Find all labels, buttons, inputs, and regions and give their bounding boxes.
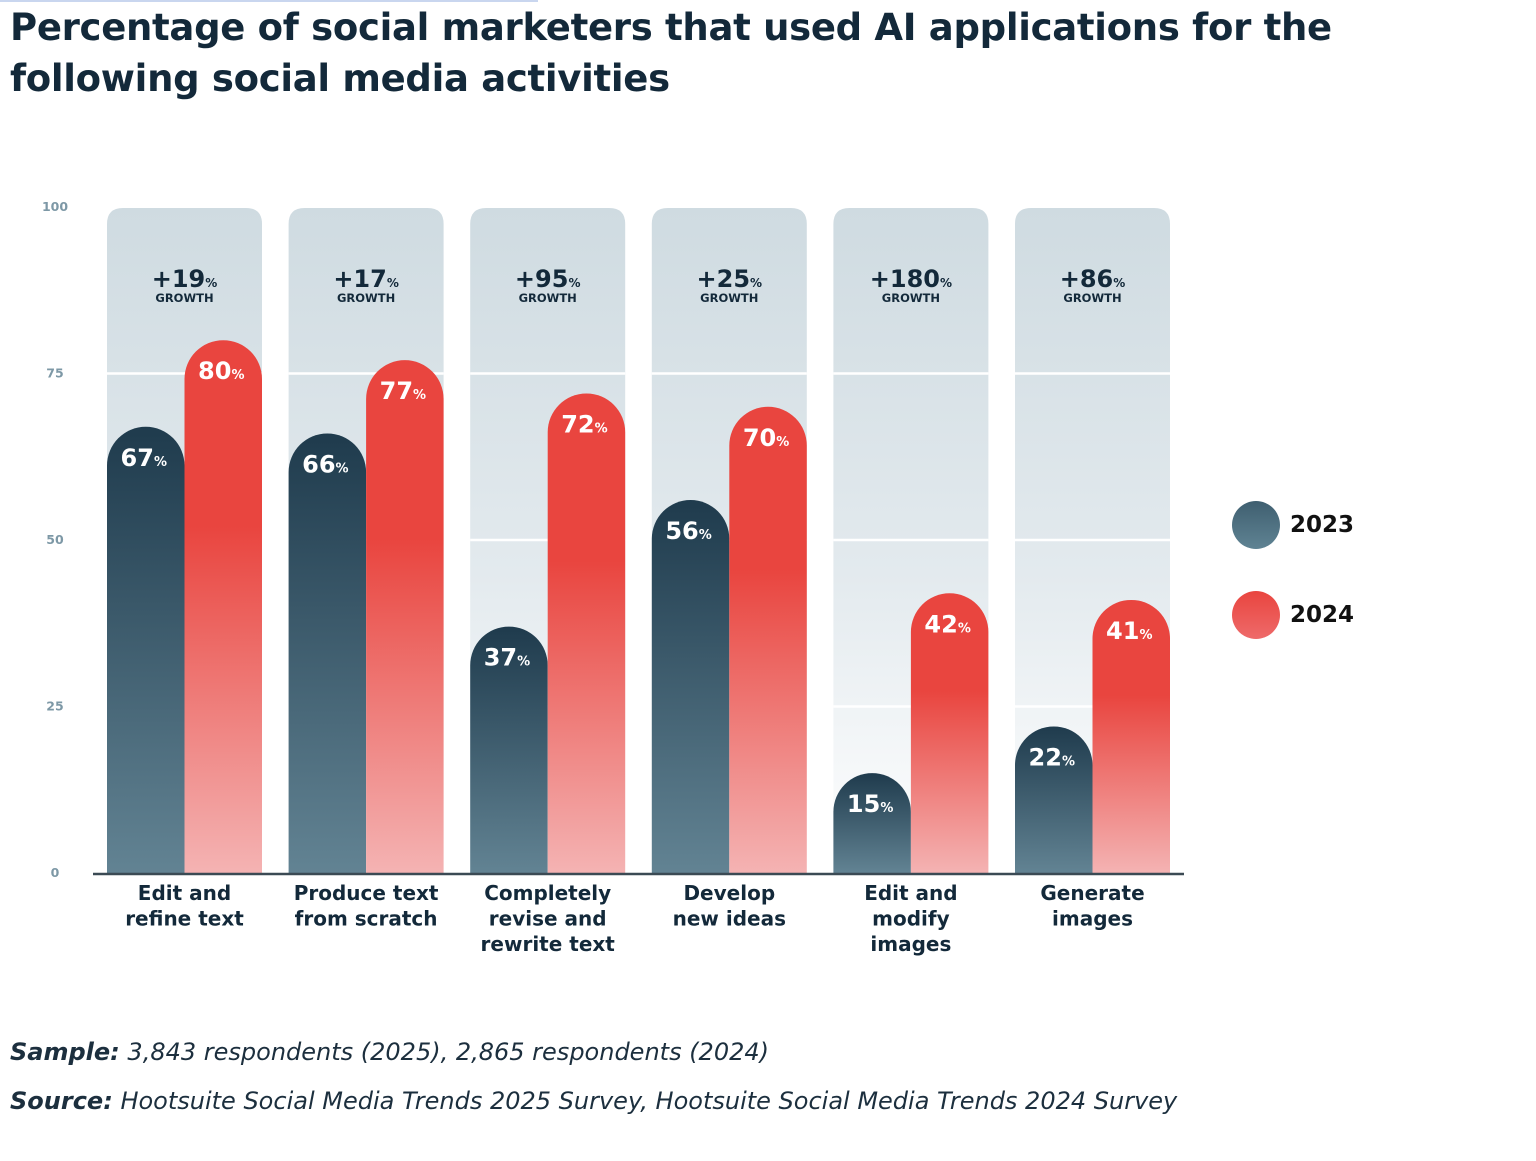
column-backgrounds xyxy=(107,208,1170,873)
legend-item-2024[interactable]: 2024 xyxy=(1232,590,1354,640)
category-label: Produce text xyxy=(294,881,439,905)
growth-word: GROWTH xyxy=(1063,291,1121,305)
sample-note: Sample: 3,843 respondents (2025), 2,865 … xyxy=(10,1038,769,1066)
category-label: new ideas xyxy=(673,907,786,931)
growth-word: GROWTH xyxy=(337,291,395,305)
sample-text: 3,843 respondents (2025), 2,865 responde… xyxy=(127,1038,769,1066)
bar-2023[interactable] xyxy=(470,626,548,873)
data-label: 41% xyxy=(1106,617,1152,645)
bar-2023[interactable] xyxy=(288,433,367,873)
y-tick-label: 50 xyxy=(46,532,64,547)
category-label: Generate xyxy=(1040,881,1144,905)
category-label: Develop xyxy=(683,881,775,905)
growth-word: GROWTH xyxy=(155,291,213,305)
data-label: 22% xyxy=(1029,743,1075,771)
growth-word: GROWTH xyxy=(882,291,940,305)
data-label: 37% xyxy=(484,644,530,672)
category-label: images xyxy=(1052,907,1133,931)
data-label: 80% xyxy=(198,357,244,385)
category-label: from scratch xyxy=(295,907,438,931)
data-label: 72% xyxy=(561,410,607,438)
growth-value: +25% xyxy=(697,265,763,293)
bar-2024[interactable] xyxy=(910,593,989,873)
bars xyxy=(107,340,1170,873)
legend: 2023 2024 xyxy=(1232,500,1354,680)
source-text: Hootsuite Social Media Trends 2025 Surve… xyxy=(120,1087,1178,1115)
legend-item-2023[interactable]: 2023 xyxy=(1232,500,1354,550)
data-label: 42% xyxy=(924,610,970,638)
bar-2023[interactable] xyxy=(833,773,911,873)
legend-label: 2023 xyxy=(1290,512,1355,538)
category-label: rewrite text xyxy=(481,932,616,956)
category-label: Edit and xyxy=(138,881,231,905)
y-tick-label: 25 xyxy=(46,699,63,714)
legend-label: 2024 xyxy=(1290,602,1355,628)
category-label: Completely xyxy=(484,881,611,905)
category-label: Edit and xyxy=(864,881,957,905)
data-label: 15% xyxy=(847,790,893,818)
category-label: modify xyxy=(872,907,950,931)
growth-word: GROWTH xyxy=(700,291,758,305)
bar-2024[interactable] xyxy=(547,393,626,873)
bar-2023[interactable] xyxy=(651,500,730,873)
data-label: 70% xyxy=(743,424,789,452)
top-rule xyxy=(0,0,538,2)
legend-swatch-2024 xyxy=(1232,591,1280,639)
category-label: revise and xyxy=(489,907,607,931)
bar-2024[interactable] xyxy=(1092,599,1171,873)
chart-title: Percentage of social marketers that used… xyxy=(10,6,1332,100)
data-label: 66% xyxy=(302,450,348,478)
bar-2023[interactable] xyxy=(107,426,185,873)
bar-2024[interactable] xyxy=(366,360,444,873)
source-note: Source: Hootsuite Social Media Trends 20… xyxy=(10,1087,1177,1115)
growth-value: +19% xyxy=(152,265,218,293)
bar-2023[interactable] xyxy=(1015,726,1093,873)
growth-value: +86% xyxy=(1060,265,1126,293)
y-tick-label: 100 xyxy=(42,199,68,214)
y-tick-label: 75 xyxy=(46,366,63,381)
category-label: images xyxy=(870,932,951,956)
gridlines xyxy=(107,372,1170,708)
y-tick-label: 0 xyxy=(51,865,60,880)
growth-value: +180% xyxy=(870,265,952,293)
data-label: 67% xyxy=(121,444,167,472)
growth-value: +17% xyxy=(333,265,399,293)
data-label: 77% xyxy=(380,377,426,405)
data-label: 56% xyxy=(665,517,711,545)
growth-word: GROWTH xyxy=(519,291,577,305)
bar-2024[interactable] xyxy=(184,340,263,873)
category-label: refine text xyxy=(125,907,244,931)
bar-2024[interactable] xyxy=(729,406,807,873)
source-label: Source: xyxy=(10,1087,113,1115)
legend-swatch-2023 xyxy=(1232,501,1280,549)
growth-value: +95% xyxy=(515,265,581,293)
sample-label: Sample: xyxy=(10,1038,120,1066)
